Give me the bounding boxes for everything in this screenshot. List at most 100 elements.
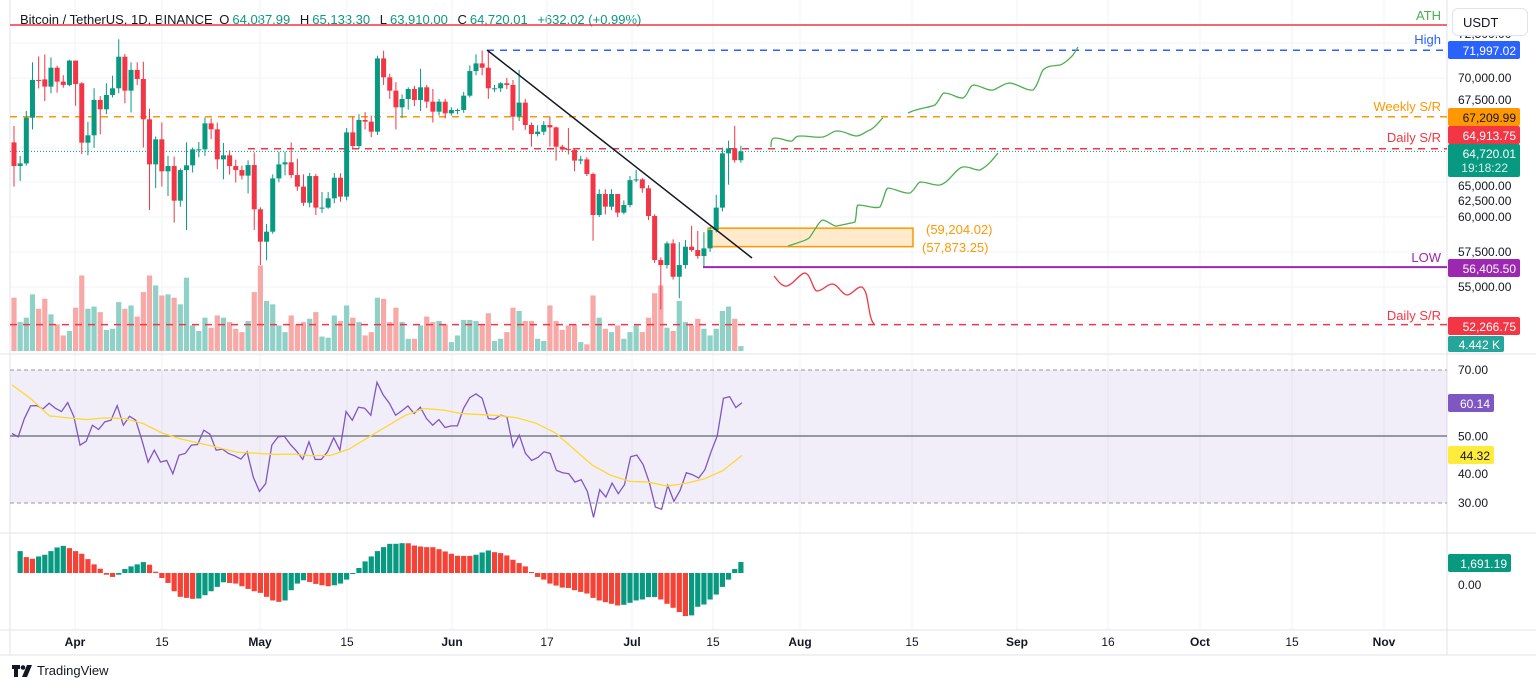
svg-text:64,913.75: 64,913.75: [1463, 129, 1517, 143]
candle: [541, 121, 547, 136]
macd-bar: [621, 573, 627, 605]
candle-body: [467, 71, 473, 96]
candle-body: [436, 101, 442, 112]
macd-bar: [547, 573, 553, 584]
macd-bar: [23, 557, 29, 573]
macd-bar: [97, 568, 103, 573]
volume-bar: [627, 332, 633, 351]
currency-button[interactable]: USDT: [1452, 8, 1528, 36]
time-axis[interactable]: Apr 15 May 15 Jun 17 Jul 15 Aug 15 Sep 16 Oct 15 Nov: [65, 635, 1396, 649]
candle-body: [36, 79, 42, 81]
candle-body: [233, 166, 239, 171]
rsi-axis[interactable]: 70.00 50.00 40.00 30.00: [1458, 363, 1488, 510]
daily-sr-lower-badge: 52,266.75: [1448, 317, 1520, 335]
price-axis[interactable]: 72,500.0070,000.0067,500.0065,000.0062,5…: [1458, 27, 1512, 294]
low-label: L 63,910.00: [379, 12, 448, 27]
macd-bar: [288, 573, 294, 591]
candle-body: [208, 123, 214, 130]
macd-bar: [670, 573, 676, 608]
candle-body: [602, 193, 608, 207]
candle: [399, 94, 405, 118]
candle: [325, 192, 331, 209]
candle-body: [676, 265, 682, 277]
macd-bar: [140, 562, 146, 573]
candle: [479, 50, 485, 76]
candle: [411, 85, 417, 107]
candle: [584, 157, 590, 177]
volume-bar: [701, 328, 707, 351]
candle: [153, 136, 159, 189]
candle: [307, 172, 313, 208]
volume-bar: [257, 265, 263, 351]
svg-text:1,691.19: 1,691.19: [1460, 557, 1507, 571]
candle-body: [214, 129, 220, 160]
candle-body: [732, 148, 738, 161]
candle: [510, 79, 516, 131]
price-tick: 62,500.00: [1458, 194, 1512, 208]
volume-bar: [190, 325, 196, 351]
volume-bar: [263, 301, 270, 351]
volume-bar: [571, 324, 578, 351]
candle: [498, 82, 504, 92]
volume-bar: [664, 327, 670, 351]
tradingview-wordmark: TradingView: [37, 663, 109, 678]
candle-body: [695, 250, 701, 257]
volume-bar: [319, 336, 325, 351]
volume-bar: [565, 325, 571, 351]
macd-bar: [122, 569, 128, 573]
volume-bar: [220, 317, 227, 351]
volume-bar: [652, 293, 658, 351]
macd-bar: [356, 568, 362, 573]
candle: [36, 56, 42, 89]
macd-bar: [85, 559, 91, 573]
time-tick: 15: [905, 635, 919, 649]
projection-path-upper-long[interactable]: [907, 46, 1079, 114]
tradingview-logo[interactable]: TradingView: [12, 663, 109, 678]
macd-bar: [658, 573, 664, 600]
macd-bar: [374, 551, 381, 573]
high-price-badge: 71,997.02: [1448, 41, 1520, 59]
time-tick: Apr: [65, 635, 86, 649]
time-tick: 15: [155, 635, 169, 649]
candle: [337, 173, 343, 202]
candle-body: [116, 56, 122, 89]
volume-bar: [535, 338, 541, 351]
candle: [116, 39, 122, 94]
weekly-sr-badge: 67,209.99: [1448, 108, 1520, 126]
volume-bar: [48, 314, 54, 351]
candle-body: [621, 204, 627, 213]
candle-body: [11, 142, 17, 167]
candle-body: [528, 125, 534, 135]
projection-path-upper-short[interactable]: [770, 117, 884, 148]
macd-bar: [171, 573, 177, 592]
macd-bar: [608, 573, 615, 604]
candle-body: [645, 188, 651, 216]
candle: [147, 108, 153, 210]
daily-sr-upper-label: Daily S/R: [1387, 130, 1441, 145]
macd-bar: [454, 555, 461, 573]
price-tick: 60,000.00: [1458, 210, 1512, 224]
macd-bar: [319, 573, 325, 586]
candle: [405, 87, 411, 110]
macd-bar: [79, 553, 85, 573]
candle: [553, 126, 559, 161]
projection-path-lower[interactable]: [787, 152, 999, 247]
zone-bottom-label: (57,873.25): [922, 240, 989, 255]
projection-path-bearish[interactable]: [773, 272, 876, 326]
candle-body: [719, 153, 725, 208]
macd-bar: [541, 573, 547, 580]
candle: [103, 83, 109, 115]
candle: [602, 189, 608, 215]
volume-bar: [528, 321, 535, 351]
candle: [66, 59, 72, 87]
trendline[interactable]: [486, 49, 753, 259]
volume-bar: [344, 305, 350, 351]
macd-bar: [159, 573, 165, 578]
macd-bar: [36, 556, 42, 573]
candle: [424, 84, 430, 109]
candle-body: [54, 67, 60, 82]
candle-body: [270, 178, 276, 232]
volume-bar: [676, 301, 682, 351]
candle: [85, 121, 91, 156]
